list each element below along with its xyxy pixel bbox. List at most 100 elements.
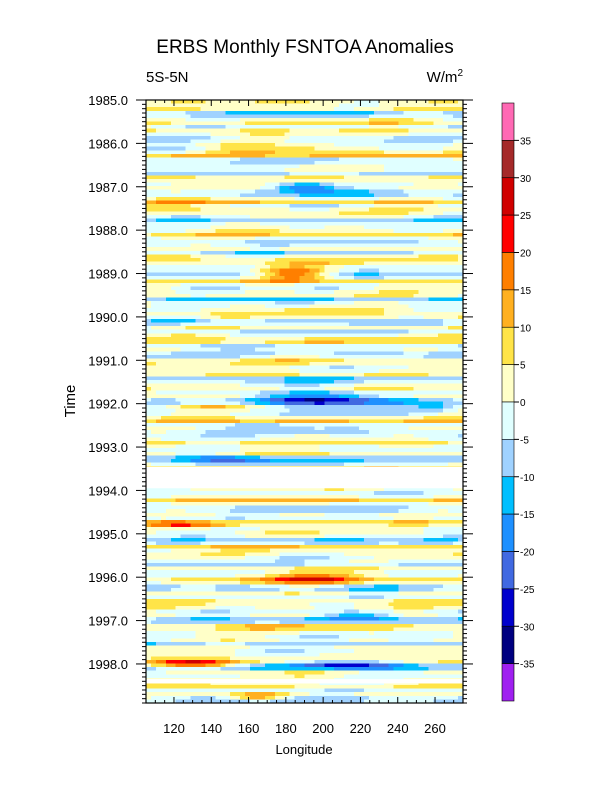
heatmap-cell (373, 114, 380, 119)
heatmap-cell (299, 369, 306, 374)
heatmap-cell (195, 279, 202, 284)
heatmap-cell (438, 143, 444, 148)
heatmap-cell (438, 110, 444, 115)
heatmap-cell (418, 250, 424, 255)
heatmap-cell (393, 333, 400, 338)
heatmap-cell (383, 168, 390, 173)
heatmap-cell (438, 333, 444, 338)
heatmap-cell (383, 114, 390, 119)
heatmap-cell (339, 311, 345, 316)
heatmap-cell (274, 369, 281, 374)
heatmap-cell (160, 110, 167, 115)
heatmap-cell (438, 232, 444, 237)
heatmap-cell (403, 239, 410, 245)
heatmap-cell (354, 168, 360, 173)
heatmap-cell (428, 186, 434, 191)
heatmap-cell (344, 143, 350, 148)
heatmap-cell (205, 250, 211, 255)
heatmap-cell (245, 272, 251, 277)
heatmap-cell (363, 207, 370, 212)
heatmap-cell (304, 297, 311, 302)
heatmap-cell (408, 153, 415, 159)
heatmap-cell (304, 290, 311, 295)
heatmap-cell (393, 290, 400, 295)
heatmap-cell (155, 351, 162, 356)
heatmap-cell (279, 290, 286, 295)
heatmap-cell (294, 164, 301, 169)
heatmap-cell (339, 283, 345, 288)
heatmap-cell (205, 322, 211, 327)
heatmap-cell (155, 225, 162, 230)
heatmap-cell (195, 178, 202, 184)
heatmap-cell (200, 211, 207, 216)
heatmap-cell (274, 175, 281, 180)
heatmap-cell (170, 268, 177, 273)
heatmap-cell (269, 290, 276, 295)
heatmap-cell (235, 250, 241, 255)
heatmap-cell (180, 229, 187, 234)
heatmap-cell (155, 318, 162, 324)
heatmap-cell (309, 318, 316, 324)
heatmap-cell (378, 315, 385, 320)
heatmap-cell (150, 143, 157, 148)
heatmap-cell (200, 257, 207, 263)
heatmap-cell (190, 247, 197, 252)
heatmap-cell (443, 257, 449, 263)
heatmap-cell (185, 376, 192, 381)
heatmap-cell (349, 157, 355, 162)
heatmap-cell (418, 322, 424, 327)
heatmap-cell (160, 275, 167, 281)
heatmap-cell (269, 286, 276, 291)
heatmap-cell (349, 279, 355, 284)
heatmap-cell (264, 297, 271, 302)
heatmap-cell (314, 308, 320, 313)
heatmap-cell (205, 311, 211, 316)
heatmap-cell (373, 275, 380, 281)
heatmap-cell (289, 132, 296, 137)
heatmap-cell (418, 239, 424, 245)
heatmap-cell (190, 110, 197, 115)
heatmap-cell (349, 114, 355, 119)
heatmap-cell (458, 362, 463, 367)
heatmap-cell (225, 279, 231, 284)
heatmap-cell (423, 293, 429, 299)
heatmap-cell (215, 164, 221, 169)
heatmap-cell (240, 301, 246, 306)
heatmap-cell (358, 164, 365, 169)
heatmap-cell (319, 318, 325, 324)
heatmap-cell (269, 178, 276, 184)
heatmap-cell (289, 340, 296, 345)
heatmap-cell (354, 250, 360, 255)
heatmap-cell (363, 103, 370, 108)
heatmap-cell (319, 229, 325, 234)
heatmap-cell (418, 132, 424, 137)
heatmap-cell (408, 354, 415, 360)
heatmap-cell (309, 103, 316, 108)
heatmap-cell (388, 275, 395, 281)
heatmap-cell (294, 225, 301, 230)
heatmap-cell (314, 315, 320, 320)
heatmap-cell (185, 204, 192, 209)
heatmap-cell (175, 286, 182, 291)
heatmap-cell (289, 214, 296, 220)
heatmap-cell (453, 311, 459, 316)
heatmap-cell (245, 340, 251, 345)
heatmap-cell (428, 283, 434, 288)
heatmap-cell (150, 340, 157, 345)
heatmap-cell (200, 315, 207, 320)
heatmap-cell (185, 103, 192, 108)
heatmap-cell (259, 168, 266, 173)
heatmap-cell (324, 132, 330, 137)
heatmap-cell (245, 146, 251, 151)
heatmap-cell (165, 358, 172, 363)
heatmap-cell (180, 329, 187, 334)
heatmap-cell (448, 362, 454, 367)
heatmap-cell (334, 308, 340, 313)
heatmap-cell (205, 275, 211, 281)
heatmap-cell (339, 243, 345, 248)
heatmap-cell (448, 204, 454, 209)
heatmap-cell (155, 186, 162, 191)
heatmap-cell (428, 164, 434, 169)
heatmap-cell (200, 358, 207, 363)
heatmap-cell (324, 157, 330, 162)
